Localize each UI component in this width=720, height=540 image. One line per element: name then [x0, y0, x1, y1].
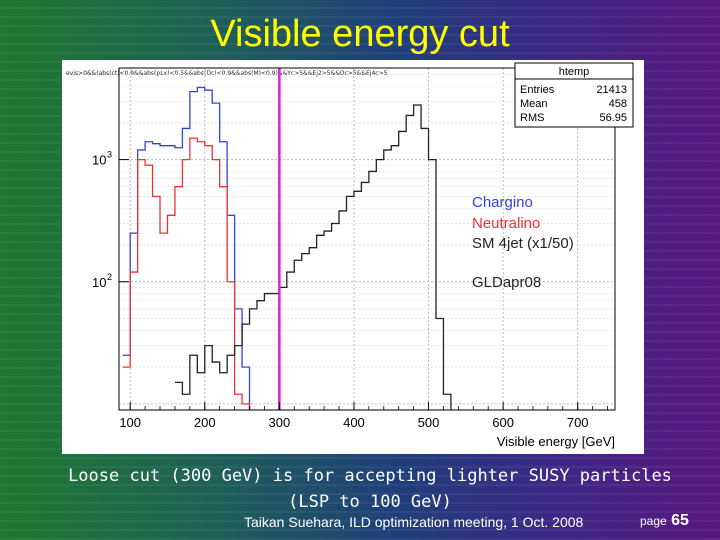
stats-box — [514, 62, 634, 128]
histogram-series-1 — [122, 137, 251, 410]
histogram-series-0 — [122, 86, 251, 410]
stats-value: 458 — [609, 98, 627, 110]
cut-string-label: evis>0&&(abs(ct)<0.9&&abs(pLx)<0.5&&abs(… — [66, 70, 388, 77]
histogram-series-2 — [174, 104, 452, 410]
slide-caption: Loose cut (300 GeV) is for accepting lig… — [40, 463, 700, 515]
x-tick-label: 300 — [269, 415, 291, 430]
plot-panel: evis>0&&(abs(ct)<0.9&&abs(pLx)<0.5&&abs(… — [62, 60, 644, 454]
x-axis-label: Visible energy [GeV] — [497, 434, 615, 449]
caption-line-1: Loose cut (300 GeV) is for accepting lig… — [68, 466, 672, 486]
stats-value: 56.95 — [599, 112, 627, 124]
page-number: page 65 — [640, 512, 689, 530]
x-tick-label: 400 — [343, 415, 365, 430]
x-tick-label: 100 — [119, 415, 141, 430]
footer-text: Taikan Suehara, ILD optimization meeting… — [244, 514, 584, 530]
caption-line-2: (LSP to 100 GeV) — [288, 492, 452, 512]
x-tick-label: 700 — [567, 415, 589, 430]
legend-entry: GLDapr08 — [472, 274, 541, 291]
x-tick-label: 200 — [194, 415, 216, 430]
stats-label: Entries — [520, 84, 555, 96]
page-number-value: 65 — [671, 512, 689, 529]
stats-title: htemp — [559, 66, 590, 78]
legend-entry: SM 4jet (x1/50) — [472, 235, 574, 252]
y-tick-exponent: 2 — [107, 272, 112, 282]
stats-label: Mean — [520, 98, 548, 110]
x-tick-label: 600 — [492, 415, 514, 430]
y-tick-exponent: 3 — [107, 150, 112, 160]
y-tick-base: 10 — [92, 275, 106, 290]
page-label: page — [640, 514, 667, 528]
legend-entry: Chargino — [472, 194, 533, 211]
y-tick-base: 10 — [92, 153, 106, 168]
stats-label: RMS — [520, 112, 544, 124]
x-tick-label: 500 — [418, 415, 440, 430]
histogram-plot: evis>0&&(abs(ct)<0.9&&abs(pLx)<0.5&&abs(… — [66, 62, 634, 449]
plot-frame — [118, 67, 616, 411]
stats-value: 21413 — [596, 84, 627, 96]
slide-title: Visible energy cut — [210, 13, 510, 55]
legend-entry: Neutralino — [472, 215, 540, 232]
